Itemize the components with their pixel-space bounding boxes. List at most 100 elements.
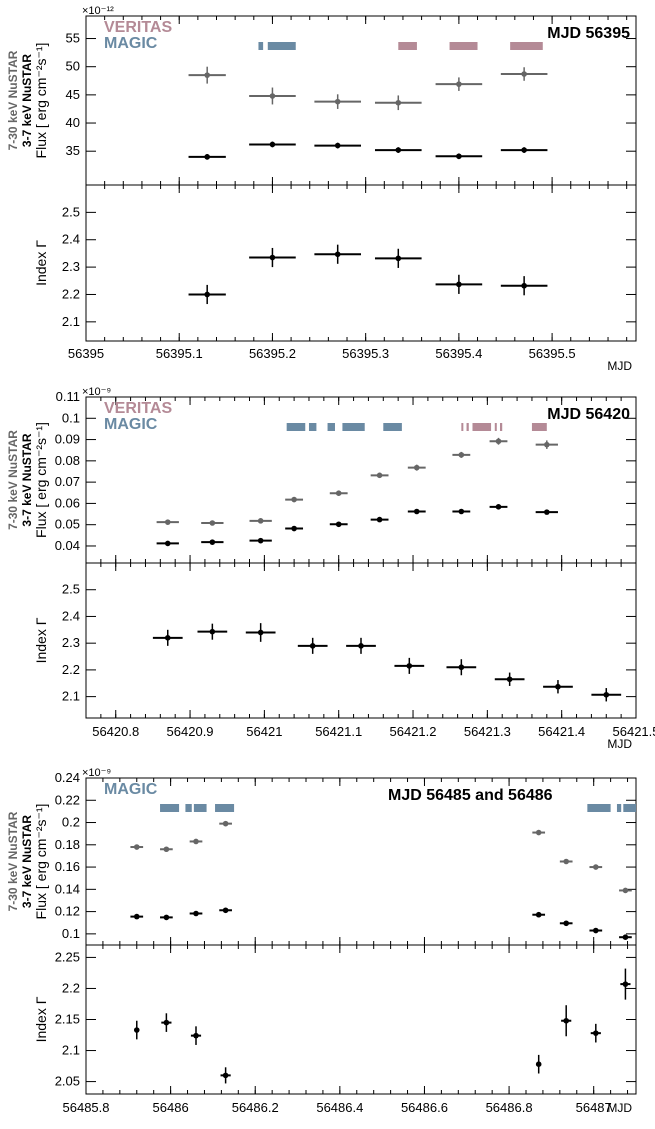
- hard-flux-point: [619, 887, 632, 894]
- x-tick-label: 56486: [153, 1100, 189, 1115]
- legend-magic: MAGIC: [104, 781, 158, 798]
- data-marker: [193, 1032, 199, 1039]
- hard-flux-point: [500, 67, 548, 81]
- index-point: [591, 688, 622, 702]
- soft-band-label: 3-7 keV NuSTAR: [20, 815, 34, 908]
- index-y-tick-label: 2.2: [62, 662, 80, 677]
- legend-veritas: VERITAS: [104, 19, 172, 36]
- data-marker: [622, 887, 629, 894]
- flux-y-tick-label: 50: [66, 59, 80, 74]
- legend-magic: MAGIC: [104, 35, 158, 52]
- x-axis-label: MJD: [607, 359, 632, 373]
- flux-y-tick-label: 0.04: [55, 538, 80, 553]
- data-marker: [593, 864, 599, 870]
- hard-flux-point: [370, 472, 389, 479]
- hard-flux-point: [435, 77, 483, 91]
- data-marker: [413, 508, 420, 515]
- x-tick-label: 56420.8: [92, 724, 139, 739]
- hard-flux-point: [374, 95, 422, 111]
- x-tick-label: 56420.9: [167, 724, 214, 739]
- soft-flux-point: [160, 914, 173, 921]
- data-marker: [163, 914, 170, 921]
- index-point: [245, 623, 276, 642]
- index-y-tick-label: 2.5: [62, 204, 80, 219]
- flux-y-tick-label: 0.09: [55, 432, 80, 447]
- flux-y-tick-label: 0.16: [55, 859, 80, 874]
- x-tick-label: 56486.6: [401, 1100, 448, 1115]
- index-point: [543, 680, 573, 694]
- x-axis-label: MJD: [607, 737, 632, 751]
- data-marker: [555, 683, 561, 690]
- flux-y-tick-label: 0.2: [62, 815, 80, 830]
- index-point: [197, 623, 228, 640]
- chart-panel-1: 56395 56395.1 56395.2 56395.3 56395.4 56395.5…: [6, 5, 637, 373]
- index-point: [394, 657, 425, 674]
- flux-y-tick-label: 35: [66, 143, 80, 158]
- x-tick-label: 56395: [68, 346, 104, 361]
- soft-flux-point: [314, 142, 361, 149]
- data-marker: [163, 1019, 170, 1026]
- index-y-tick-label: 2.2: [62, 980, 80, 995]
- data-marker: [204, 154, 210, 160]
- hard-flux-point: [285, 496, 304, 503]
- soft-flux-point: [559, 920, 573, 927]
- hard-flux-point: [188, 66, 226, 84]
- index-point: [297, 637, 328, 654]
- data-marker: [413, 464, 420, 471]
- data-marker: [376, 472, 383, 479]
- veritas-observation-bar: [499, 423, 503, 431]
- hard-flux-point: [130, 844, 144, 850]
- data-marker: [209, 539, 216, 545]
- flux-y-tick-label: 0.1: [62, 410, 80, 425]
- data-marker: [456, 281, 462, 288]
- index-point: [152, 629, 183, 646]
- hard-flux-point: [201, 520, 224, 526]
- flux-y-tick-label: 0.07: [55, 474, 80, 489]
- flux-exponent-label: ×10⁻⁹: [82, 386, 111, 398]
- flux-y-tick-label: 0.11: [56, 389, 80, 404]
- soft-flux-point: [532, 911, 546, 918]
- index-y-tick-label: 2.4: [62, 232, 80, 247]
- soft-flux-point: [589, 927, 603, 934]
- soft-flux-point: [156, 540, 179, 547]
- soft-flux-point: [189, 910, 203, 917]
- data-marker: [458, 508, 465, 515]
- index-y-axis-label: Index Γ: [33, 617, 49, 663]
- data-marker: [334, 142, 341, 149]
- index-plot-frame: [85, 184, 637, 342]
- index-point: [220, 1067, 231, 1084]
- data-marker: [335, 521, 342, 528]
- chart-title: MJD 56420: [547, 406, 630, 423]
- data-marker: [269, 93, 276, 99]
- soft-flux-point: [249, 141, 296, 148]
- x-tick-label: 56487: [576, 1100, 612, 1115]
- chart-panel-3: 56485.8 56486 56486.2 56486.4 56486.6 56486.8…: [6, 767, 637, 1115]
- index-plot-frame: [85, 562, 637, 719]
- x-tick-label: 56486.4: [316, 1100, 363, 1115]
- soft-flux-point: [285, 525, 304, 532]
- hard-flux-point: [249, 87, 296, 105]
- x-tick-label: 56395.2: [249, 346, 296, 361]
- data-marker: [204, 291, 210, 298]
- index-y-tick-label: 2.05: [55, 1074, 80, 1089]
- data-marker: [495, 438, 502, 445]
- veritas-observation-bar: [449, 42, 478, 50]
- data-marker: [222, 820, 229, 827]
- soft-flux-point: [407, 508, 426, 515]
- veritas-observation-bar: [494, 423, 497, 431]
- hard-flux-point: [452, 451, 471, 458]
- soft-flux-point: [452, 508, 471, 515]
- hard-flux-point: [314, 94, 361, 109]
- soft-flux-point: [535, 509, 558, 515]
- chart-panel-2: 56420.8 56420.9 56421 56421.1 56421.2 56421.3…: [6, 386, 655, 751]
- data-marker: [622, 981, 629, 987]
- soft-flux-point: [374, 147, 422, 153]
- flux-y-tick-label: 0.08: [55, 453, 80, 468]
- flux-y-tick-label: 55: [66, 31, 80, 46]
- x-tick-label: 56395.1: [156, 346, 203, 361]
- index-y-tick-label: 2.1: [62, 689, 80, 704]
- hard-flux-point: [535, 440, 558, 449]
- magic-observation-bar: [327, 423, 335, 431]
- data-marker: [209, 520, 216, 526]
- data-marker: [458, 664, 465, 671]
